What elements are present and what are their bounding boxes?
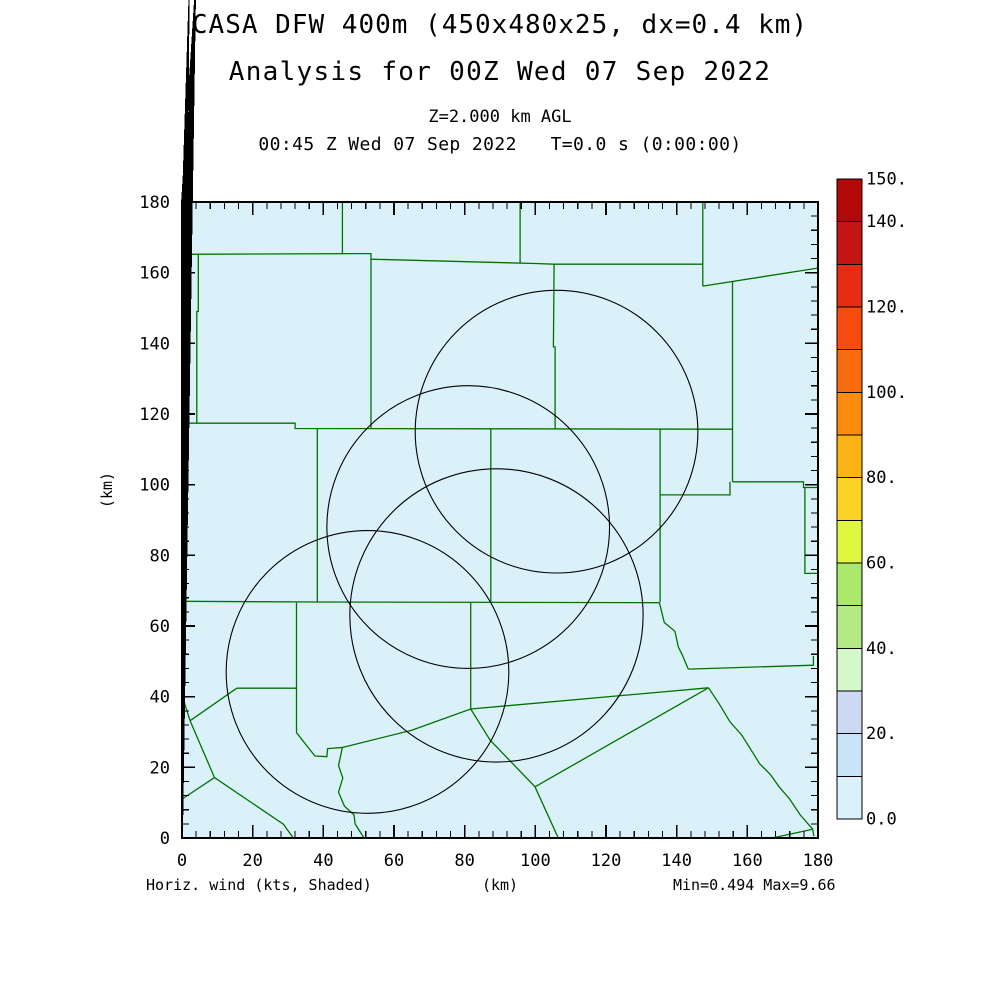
county-boundary-line	[552, 264, 556, 430]
county-boundary-line	[182, 600, 660, 604]
x-tick-label: 20	[242, 851, 262, 871]
y-tick-label: 180	[139, 193, 170, 213]
colorbar-cell	[836, 391, 863, 436]
x-tick-label: 140	[661, 851, 692, 871]
colorbar-cell	[836, 349, 863, 393]
y-tick-label: 160	[139, 264, 170, 284]
x-tick-label: 80	[454, 851, 474, 871]
radar-range-circle	[326, 385, 611, 669]
colorbar-tick-label: 80.	[866, 468, 897, 488]
y-tick-label: 120	[139, 405, 170, 425]
x-tick-label: 0	[177, 851, 187, 871]
colorbar-cell	[836, 690, 863, 735]
timestamp-label: 00:45 Z Wed 07 Sep 2022 T=0.0 s (0:00:00…	[258, 134, 742, 155]
county-boundary-line	[182, 422, 733, 430]
x-tick-label: 180	[803, 851, 834, 871]
county-boundary-line	[804, 487, 818, 575]
colorbar-cell	[836, 221, 863, 265]
x-tick-label: 160	[732, 851, 763, 871]
colorbar-cell	[836, 263, 863, 308]
level-label: Z=2.000 km AGL	[428, 107, 572, 127]
y-tick-label: 0	[160, 829, 170, 849]
colorbar-tick-label: 60.	[866, 554, 897, 574]
colorbar-cell	[836, 733, 863, 777]
radar-range-circle	[349, 468, 644, 763]
x-tick-label: 40	[313, 851, 333, 871]
y-tick-label: 80	[150, 546, 170, 566]
y-tick-label: 40	[150, 688, 170, 708]
chart-title: CASA DFW 400m (450x480x25, dx=0.4 km)	[191, 10, 809, 40]
county-boundary-line	[658, 602, 689, 670]
county-boundary-line	[189, 720, 216, 778]
colorbar-cell	[836, 562, 863, 607]
colorbar-cell	[836, 306, 863, 351]
chart-subtitle: Analysis for 00Z Wed 07 Sep 2022	[228, 57, 772, 87]
colorbar-tick-label: 100.	[866, 383, 907, 403]
y-tick-label: 60	[150, 617, 170, 637]
colorbar-cell	[836, 647, 863, 692]
colorbar-cell	[836, 434, 863, 479]
field-label: Horiz. wind (kts, Shaded)	[146, 876, 372, 894]
colorbar-cell	[836, 775, 863, 820]
colorbar-tick-label: 0.0	[866, 810, 897, 830]
map-content-layer	[182, 202, 818, 838]
county-boundary-line	[732, 481, 818, 489]
x-tick-label: 120	[591, 851, 622, 871]
colorbar-cell	[836, 178, 863, 223]
shaded-field-background	[182, 202, 818, 838]
colorbar-cell	[836, 477, 863, 521]
county-boundary-line	[534, 687, 709, 788]
y-axis-unit-label: (km)	[98, 472, 116, 508]
county-boundary-line	[189, 687, 238, 722]
county-boundary-line	[196, 253, 199, 424]
colorbar-tick-label: 120.	[866, 298, 907, 318]
y-tick-label: 20	[150, 758, 170, 778]
county-boundary-line	[707, 687, 815, 837]
colorbar: 0.0 20. 40. 60. 80. 100. 120. 140. 150.	[836, 170, 907, 830]
colorbar-cell	[836, 605, 863, 649]
county-boundary-line	[771, 828, 813, 838]
colorbar-cell	[836, 519, 863, 564]
radar-range-circle	[414, 289, 699, 574]
minmax-label: Min=0.494 Max=9.66	[673, 876, 836, 894]
county-boundary-line	[214, 777, 294, 838]
colorbar-tick-label: 150.	[866, 170, 907, 190]
county-boundary-line	[295, 732, 365, 838]
x-axis-unit-label: (km)	[481, 876, 519, 894]
x-tick-label: 60	[384, 851, 404, 871]
county-boundary-line	[470, 708, 559, 838]
county-boundary-line	[342, 687, 709, 749]
y-axis-tick	[181, 0, 196, 203]
county-boundary-line	[702, 267, 818, 287]
colorbar-tick-label: 20.	[866, 724, 897, 744]
county-boundary-line	[688, 656, 815, 670]
y-tick-label: 100	[139, 476, 170, 496]
colorbar-tick-label: 40.	[866, 639, 897, 659]
radar-range-circle	[225, 530, 510, 814]
x-tick-label: 100	[520, 851, 551, 871]
colorbar-tick-label: 140.	[866, 212, 907, 232]
y-tick-label: 140	[139, 334, 170, 354]
